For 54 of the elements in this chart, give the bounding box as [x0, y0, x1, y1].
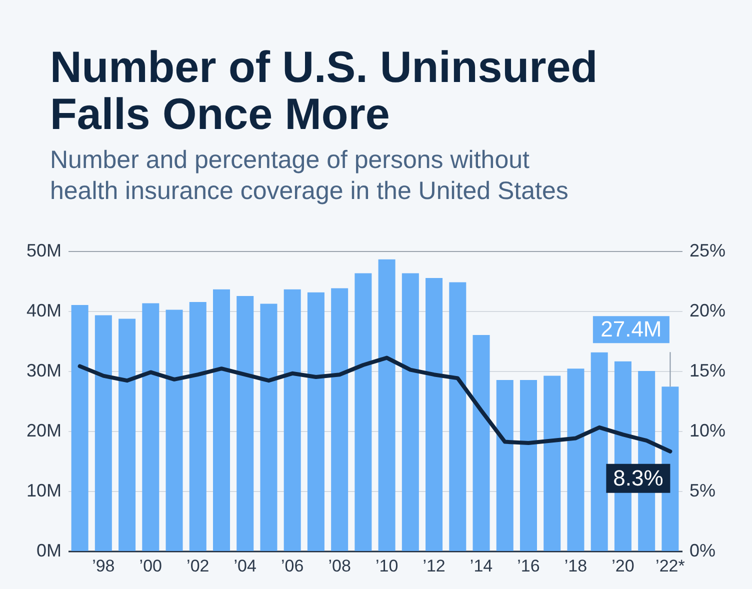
x-tick-label: ’20 [612, 556, 634, 576]
y2-tick-label: 20% [690, 300, 726, 320]
bar [544, 376, 561, 551]
x-tick-label: ’16 [517, 556, 540, 576]
y-tick-label: 10M [26, 480, 62, 500]
bar [520, 380, 537, 551]
bar [307, 292, 324, 551]
x-tick-label: ’04 [234, 556, 256, 576]
data-label: 8.3% [613, 465, 664, 490]
bar [567, 368, 584, 551]
chart-subtitle: Number and percentage of persons without health insurance coverage in the United States [50, 146, 568, 205]
bar [354, 273, 372, 551]
x-tick-label: ’12 [422, 556, 446, 576]
y2-tick-label: 0% [690, 540, 716, 560]
bar [71, 305, 88, 551]
bar [472, 335, 490, 551]
x-tick-label: ’08 [328, 556, 351, 576]
bar [189, 302, 206, 551]
y-tick-label: 40M [26, 300, 62, 320]
data-label: 27.4M [600, 316, 662, 342]
bar [213, 289, 230, 551]
bar [449, 282, 466, 551]
bar [284, 289, 301, 551]
x-tick-label: ’06 [281, 556, 304, 576]
bar [496, 380, 514, 551]
y2-tick-label: 5% [690, 480, 716, 500]
bar [426, 278, 443, 551]
y-tick-label: 30M [26, 360, 62, 380]
x-tick-label: ’98 [92, 556, 115, 576]
x-tick-label: ’18 [564, 556, 588, 576]
line-series [78, 356, 672, 454]
y-tick-label: 50M [26, 240, 62, 260]
y-tick-label: 20M [26, 420, 62, 440]
x-tick-label: ’10 [375, 556, 398, 576]
bar [236, 296, 254, 551]
y-tick-label: 0M [36, 540, 62, 560]
y2-tick-label: 15% [690, 360, 726, 380]
bar [378, 259, 396, 551]
bar [402, 273, 419, 551]
bar [331, 288, 348, 551]
y2-tick-label: 25% [690, 240, 726, 260]
bar [590, 352, 608, 551]
x-tick-label: ’14 [470, 556, 493, 576]
bar [118, 318, 136, 551]
bar [94, 315, 112, 551]
x-tick-label: ’00 [139, 556, 162, 576]
y2-tick-label: 10% [690, 420, 726, 440]
x-tick-label: ’02 [186, 556, 210, 576]
bar [142, 303, 160, 551]
bar [166, 310, 183, 551]
bar [662, 386, 679, 551]
x-tick-label: ’22* [656, 556, 686, 576]
chart-title: Number of U.S. Uninsured Falls Once More [50, 43, 598, 139]
bar [260, 304, 278, 551]
